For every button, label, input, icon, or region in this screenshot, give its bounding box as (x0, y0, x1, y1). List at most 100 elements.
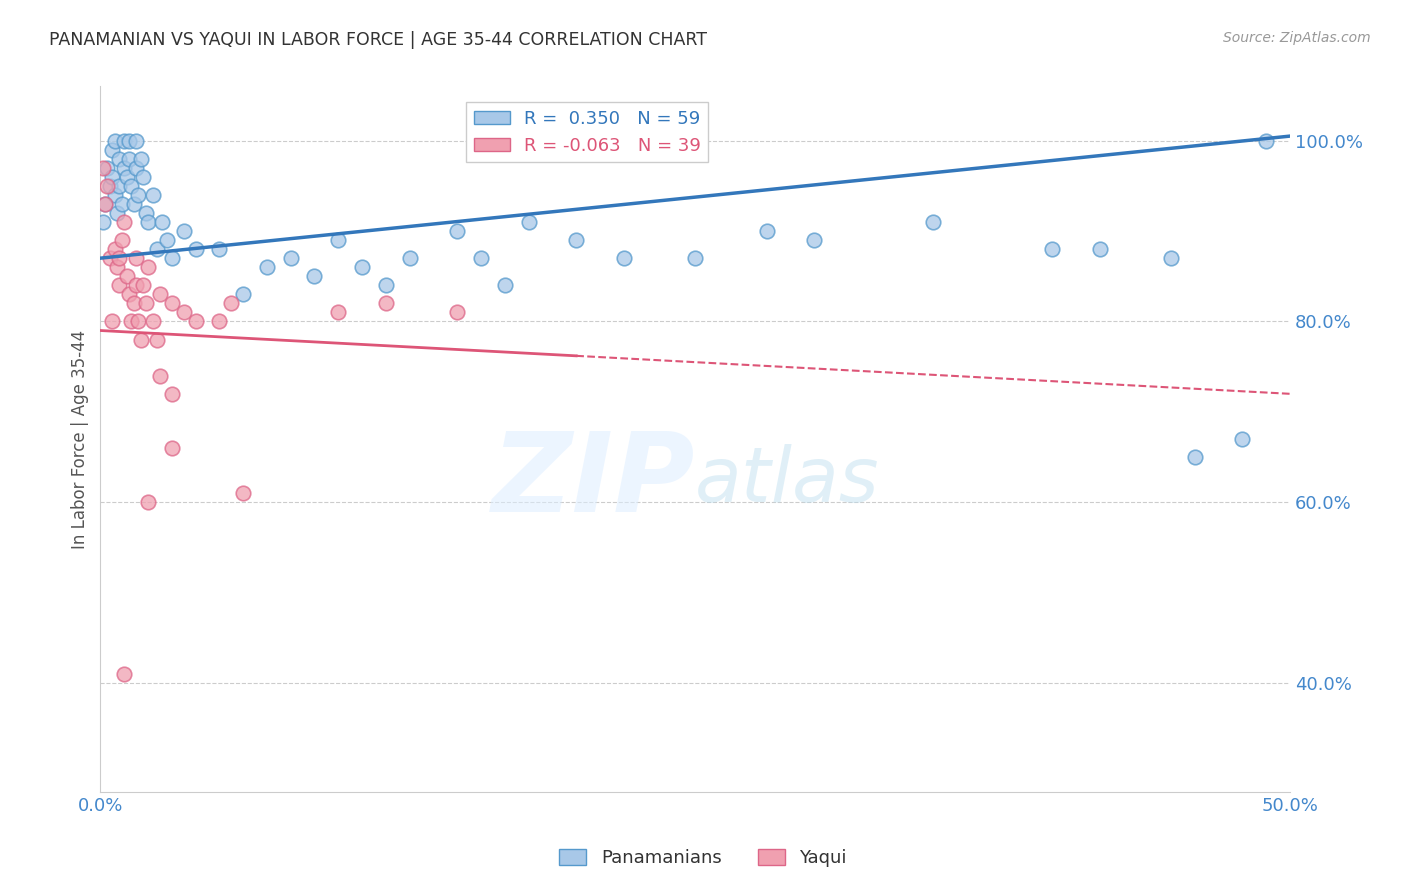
Point (184, 242, 207, 256)
Point (1256, 134, 1278, 148)
Point (115, 169, 138, 184)
Point (94, 197, 117, 211)
Point (135, 296, 157, 310)
Point (104, 187, 127, 202)
Point (1184, 450, 1206, 464)
Point (208, 242, 231, 256)
Point (108, 178, 131, 193)
Point (683, 251, 706, 265)
Point (91, 215, 114, 229)
Point (98, 178, 121, 193)
Point (328, 233, 350, 247)
Point (1160, 251, 1182, 265)
Point (173, 224, 195, 238)
Point (118, 287, 141, 301)
Point (184, 314, 207, 328)
Point (129, 333, 152, 347)
Point (156, 233, 179, 247)
Point (125, 161, 148, 175)
Point (132, 278, 155, 293)
Point (208, 314, 231, 328)
Point (1040, 242, 1063, 256)
Point (101, 169, 124, 184)
Legend: Panamanians, Yaqui: Panamanians, Yaqui (553, 841, 853, 874)
Point (149, 287, 172, 301)
Point (398, 251, 420, 265)
Point (125, 251, 148, 265)
Point (118, 134, 141, 148)
Point (142, 187, 165, 202)
Point (146, 333, 169, 347)
Point (280, 251, 302, 265)
Point (150, 215, 173, 229)
Point (136, 495, 159, 509)
Point (101, 143, 124, 157)
Point (328, 305, 350, 319)
Point (129, 152, 152, 166)
Point (122, 197, 145, 211)
Point (96, 178, 118, 193)
Point (160, 386, 183, 401)
Point (517, 215, 540, 229)
Point (232, 486, 254, 500)
Point (470, 251, 492, 265)
Point (111, 233, 134, 247)
Point (922, 215, 945, 229)
Point (127, 187, 149, 202)
Point (352, 260, 374, 275)
Point (446, 224, 468, 238)
Point (112, 161, 135, 175)
Point (108, 278, 131, 293)
Text: atlas: atlas (695, 444, 880, 518)
Point (374, 296, 396, 310)
Point (304, 269, 326, 284)
Point (232, 287, 254, 301)
Point (149, 368, 172, 383)
Point (125, 278, 148, 293)
Point (613, 251, 636, 265)
Point (803, 233, 825, 247)
Point (160, 441, 183, 455)
Point (146, 242, 169, 256)
Point (91, 161, 114, 175)
Point (118, 152, 141, 166)
Point (120, 314, 142, 328)
Point (125, 134, 148, 148)
Point (494, 278, 516, 293)
Point (127, 314, 149, 328)
Point (256, 260, 278, 275)
Point (160, 251, 183, 265)
Point (122, 296, 145, 310)
Text: Source: ZipAtlas.com: Source: ZipAtlas.com (1223, 31, 1371, 45)
Text: PANAMANIAN VS YAQUI IN LABOR FORCE | AGE 35-44 CORRELATION CHART: PANAMANIAN VS YAQUI IN LABOR FORCE | AGE… (49, 31, 707, 49)
Point (101, 314, 124, 328)
Point (120, 178, 142, 193)
Point (94, 197, 117, 211)
Point (112, 215, 135, 229)
Point (219, 296, 242, 310)
Point (136, 260, 159, 275)
Point (755, 224, 778, 238)
Y-axis label: In Labor Force | Age 35-44: In Labor Force | Age 35-44 (72, 329, 89, 549)
Point (108, 152, 131, 166)
Point (1232, 432, 1254, 446)
Point (142, 314, 165, 328)
Point (108, 251, 131, 265)
Point (96, 161, 118, 175)
Point (104, 134, 127, 148)
Point (1088, 242, 1111, 256)
Point (565, 233, 588, 247)
Point (104, 242, 127, 256)
Point (111, 197, 134, 211)
Point (115, 269, 138, 284)
Point (105, 206, 128, 220)
Point (135, 206, 157, 220)
Point (112, 134, 135, 148)
Text: ZIP: ZIP (492, 428, 695, 535)
Point (160, 296, 183, 310)
Point (132, 169, 155, 184)
Point (105, 260, 128, 275)
Point (136, 215, 159, 229)
Point (173, 305, 195, 319)
Point (374, 278, 396, 293)
